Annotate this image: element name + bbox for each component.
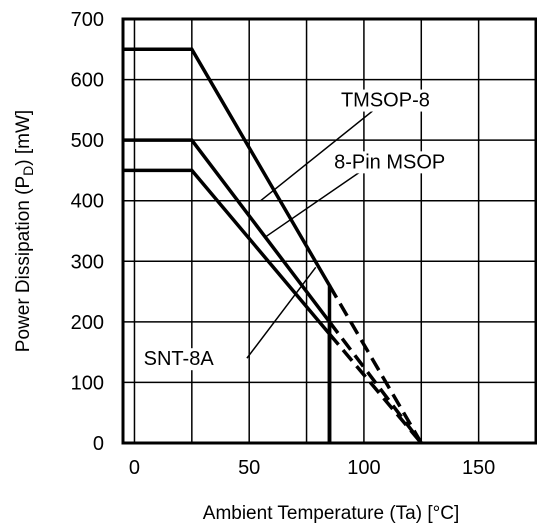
annotation-label: 8-Pin MSOP [334, 151, 445, 173]
x-axis-title: Ambient Temperature (Ta) [°C] [203, 503, 459, 524]
y-tick-label: 0 [93, 433, 104, 455]
x-tick-label: 150 [462, 457, 495, 479]
y-axis-title: Power Dissipation (PD) [mW] [13, 110, 36, 352]
series-dashed-line-snt-8a [328, 332, 423, 445]
x-tick-label: 100 [347, 457, 380, 479]
annotations: TMSOP-8 8-Pin MSOP SNT-8A [142, 89, 447, 371]
y-tick-label: 400 [71, 191, 104, 213]
annotation-label-bg [142, 348, 216, 371]
series-line-tmsop-8 [123, 47, 332, 443]
y-tick-label: 100 [71, 372, 104, 394]
annotation-label-bg [333, 151, 447, 174]
y-tick-label: 500 [71, 130, 104, 152]
series-line-snt-8a [123, 168, 332, 443]
series-dashed-line-tmsop-8 [327, 284, 423, 444]
annotation-label-bg [339, 89, 431, 112]
series [123, 47, 423, 445]
tick-labels: 0 100 200 300 400 500 600 700 0 50 100 150 [71, 9, 496, 479]
x-tick-label: 0 [129, 457, 140, 479]
annotation-leader-line [260, 98, 388, 202]
annotation-leader-line [246, 266, 317, 359]
series-line-8-pin-msop [123, 138, 332, 443]
y-tick-label: 700 [71, 9, 104, 31]
x-tick-label: 50 [238, 457, 260, 479]
annotation-leader-line [264, 160, 376, 238]
y-tick-label: 200 [71, 312, 104, 334]
annotation-label: TMSOP-8 [341, 90, 430, 112]
y-tick-label: 600 [71, 70, 104, 92]
plot-frame [121, 17, 537, 445]
annotation-label: SNT-8A [144, 348, 215, 370]
y-tick-label: 300 [71, 251, 104, 273]
